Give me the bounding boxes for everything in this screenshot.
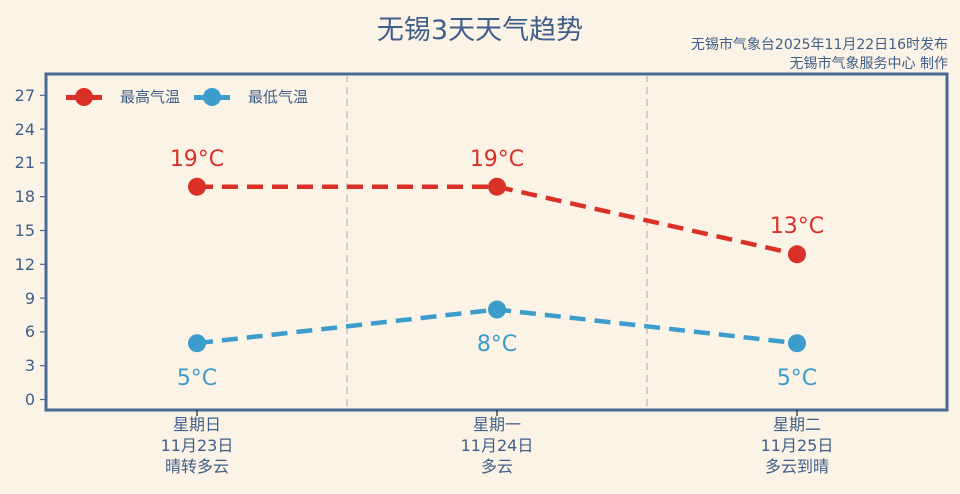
high-point [788, 245, 806, 264]
weather: 晴转多云 [164, 457, 229, 476]
weekday: 星期二 [772, 415, 821, 434]
y-tick-label: 18 [15, 187, 35, 206]
y-tick-label: 24 [15, 120, 35, 139]
date: 11月23日 [160, 436, 234, 455]
source-line-1: 无锡市气象台2025年11月22日16时发布 [690, 37, 948, 53]
x-label-day-3: 星期二 11月25日 多云到晴 [717, 414, 877, 477]
y-tick-label: 12 [15, 255, 35, 274]
chart-legend: 最高气温 最低气温 [66, 86, 322, 107]
weather: 多云 [480, 457, 513, 476]
plot-frame [44, 72, 949, 412]
y-tick-label: 3 [25, 356, 35, 375]
source-line-2: 无锡市气象服务中心 制作 [789, 56, 948, 72]
x-label-day-2: 星期一 11月24日 多云 [417, 414, 577, 477]
y-tick-label: 15 [15, 221, 35, 240]
y-tick-label: 27 [15, 86, 35, 105]
legend-item-low: 最低气温 [194, 86, 308, 107]
weekday: 星期一 [472, 415, 521, 434]
y-tick-label: 21 [15, 153, 35, 172]
y-tick-label: 6 [25, 322, 35, 341]
high-value-label: 13°C [770, 214, 824, 239]
legend-label-high: 最高气温 [120, 88, 181, 106]
date: 11月25日 [760, 436, 834, 455]
y-tick-label: 0 [25, 390, 35, 409]
low-point [188, 334, 206, 353]
y-tick-label: 9 [25, 289, 35, 308]
legend-label-low: 最低气温 [248, 88, 309, 106]
low-value-label: 5°C [777, 366, 817, 391]
legend-item-high: 最高气温 [66, 86, 180, 107]
high-value-label: 19°C [470, 147, 524, 172]
low-point [488, 300, 506, 319]
high-line-marker-icon [66, 87, 102, 106]
date: 11月24日 [460, 436, 534, 455]
low-value-label: 8°C [477, 332, 517, 357]
high-point [188, 177, 206, 196]
low-value-label: 5°C [177, 366, 217, 391]
weather: 多云到晴 [764, 457, 829, 476]
weekday: 星期日 [172, 415, 221, 434]
low-point [788, 334, 806, 353]
y-axis: 0 3 6 9 12 15 18 21 24 27 [15, 86, 46, 409]
low-line-marker-icon [194, 87, 231, 106]
high-temp-series [188, 177, 806, 264]
high-point [488, 177, 506, 196]
low-temp-series [188, 300, 806, 353]
chart-title: 无锡3天天气趋势 [376, 15, 584, 46]
x-label-day-1: 星期日 11月23日 晴转多云 [117, 414, 277, 477]
high-value-label: 19°C [170, 147, 224, 172]
